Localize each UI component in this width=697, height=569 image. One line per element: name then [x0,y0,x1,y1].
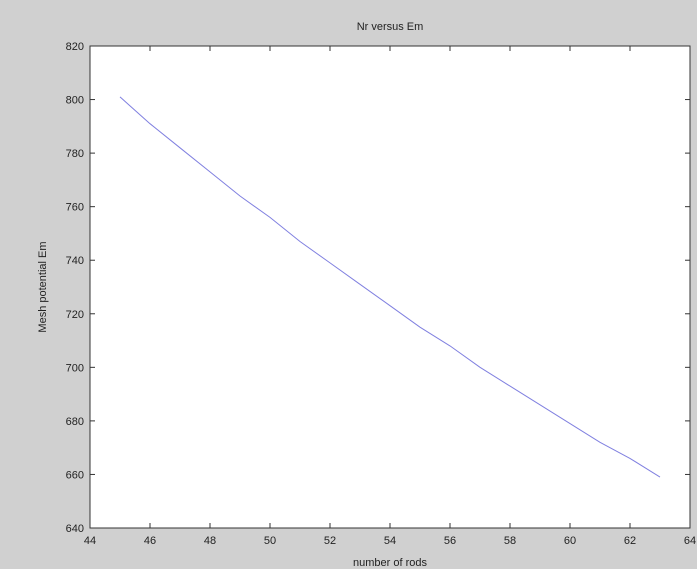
x-axis-ticks: 44 46 48 50 52 54 56 58 60 62 64 [84,46,696,547]
y-tick-label: 800 [66,95,84,107]
plot-area [89,45,691,529]
y-tick-label: 680 [66,416,84,428]
y-tick-label: 700 [66,362,84,374]
y-tick-label: 780 [66,148,84,160]
series-layer [119,96,661,478]
y-tick-label: 760 [66,202,84,214]
x-tick-label: 62 [624,535,636,547]
y-tick-label: 820 [66,41,84,53]
x-tick-label: 54 [384,535,396,547]
y-tick-label: 660 [66,469,84,481]
chart-title: Nr versus Em [357,21,424,33]
x-axis-label: number of rods [353,557,427,569]
x-tick-label: 60 [564,535,576,547]
y-tick-label: 740 [66,255,84,267]
x-tick-label: 48 [204,535,216,547]
x-tick-label: 58 [504,535,516,547]
x-tick-label: 64 [684,535,696,547]
y-axis-ticks: 640 660 680 700 720 740 760 780 800 820 [66,41,690,535]
x-tick-label: 46 [144,535,156,547]
series-line [119,96,661,478]
y-tick-label: 640 [66,523,84,535]
y-tick-label: 720 [66,309,84,321]
x-tick-label: 44 [84,535,96,547]
x-tick-label: 56 [444,535,456,547]
x-tick-label: 52 [324,535,336,547]
y-axis-label: Mesh potential Em [37,241,49,332]
x-tick-label: 50 [264,535,276,547]
